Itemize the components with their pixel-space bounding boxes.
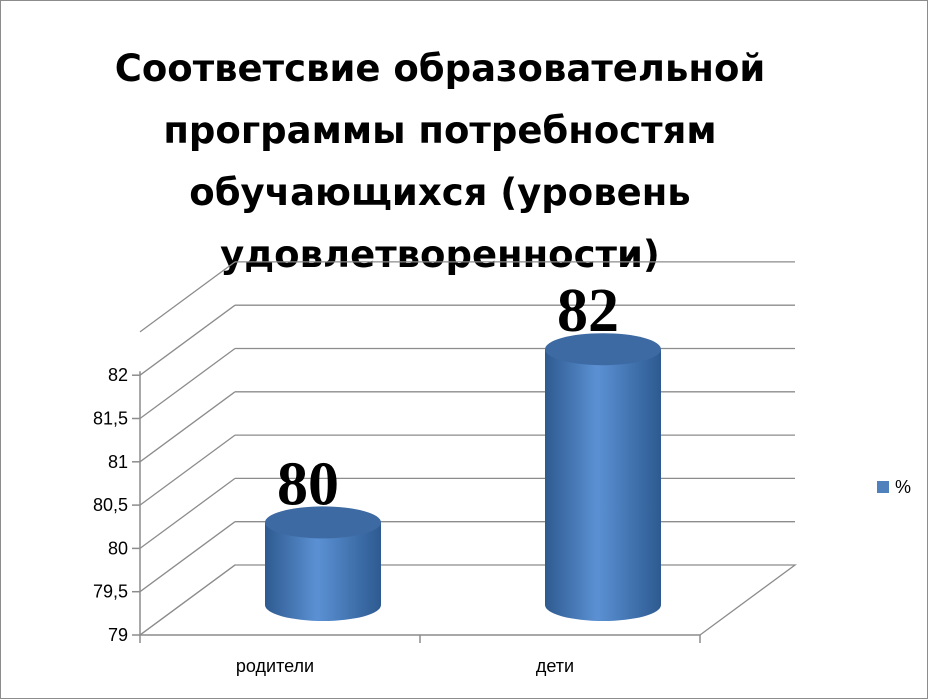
bar-body xyxy=(265,522,381,621)
gridline-side xyxy=(139,521,236,593)
data-label: 82 xyxy=(557,277,619,345)
gridline-side xyxy=(139,304,236,376)
gridline-side xyxy=(139,477,236,549)
y-tick-label: 81,5 xyxy=(93,409,128,429)
x-tick-label: дети xyxy=(536,656,574,676)
bar xyxy=(265,506,381,621)
chart-title: Соответсвие образовательной программы по… xyxy=(114,47,766,276)
y-tick-label: 80 xyxy=(108,538,128,558)
x-tick-label: родители xyxy=(236,656,314,676)
bar-top xyxy=(545,333,661,366)
floor-outline xyxy=(139,564,797,636)
y-tick-label: 80,5 xyxy=(93,495,128,515)
y-tick-label: 79,5 xyxy=(93,582,128,602)
legend-swatch xyxy=(877,481,889,493)
y-tick-label: 79 xyxy=(108,625,128,645)
y-tick-label: 81 xyxy=(108,452,128,472)
gridline-side xyxy=(139,347,236,420)
bar-top xyxy=(265,506,381,539)
y-tick-label: 82 xyxy=(108,365,128,385)
legend-label: % xyxy=(895,477,911,497)
bar xyxy=(545,333,661,621)
bar-body xyxy=(545,349,661,621)
gridline-side xyxy=(139,391,236,463)
gridline-side xyxy=(139,434,236,506)
gridline-side xyxy=(139,261,236,333)
data-label: 80 xyxy=(277,450,339,518)
